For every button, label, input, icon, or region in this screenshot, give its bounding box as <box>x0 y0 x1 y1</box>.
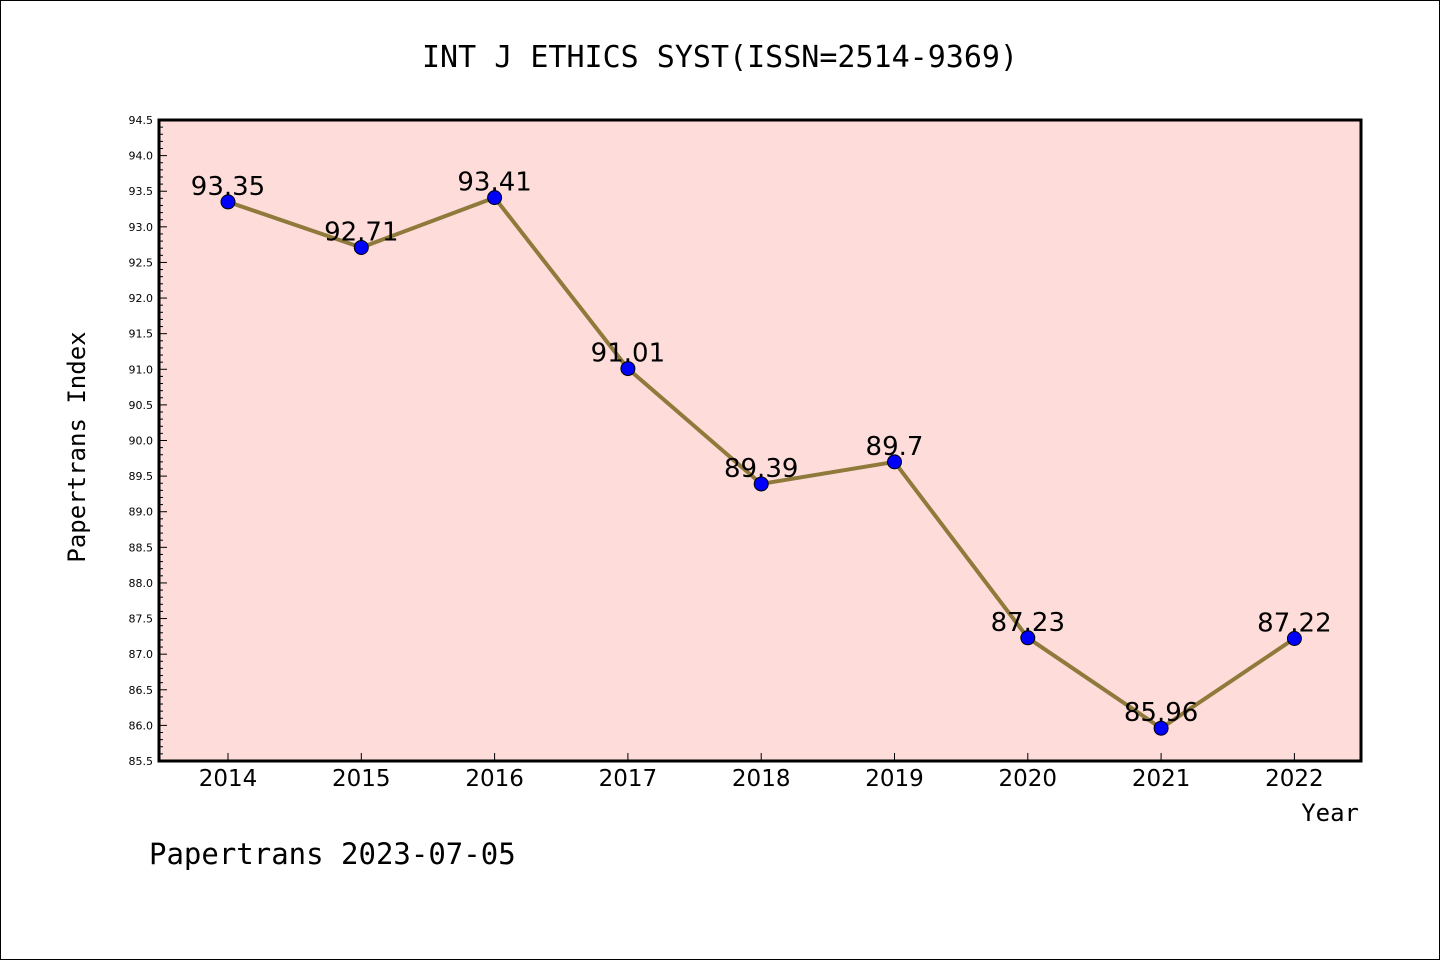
data-label: 89.39 <box>724 454 798 484</box>
x-tick-label: 2016 <box>465 766 524 792</box>
series-markers <box>220 190 1302 736</box>
y-tick-label: 90.0 <box>129 435 154 448</box>
y-tick-label: 94.0 <box>129 150 154 163</box>
data-label: 87.22 <box>1257 608 1331 638</box>
y-tick-label: 93.0 <box>129 221 154 234</box>
data-label: 85.96 <box>1124 698 1198 728</box>
data-point <box>353 239 369 255</box>
x-axis: 2014 2015 2016 2017 2018 2019 2020 2021 2022 <box>199 753 1324 792</box>
x-tick-label: 2020 <box>999 766 1058 792</box>
y-tick-label: 94.5 <box>129 114 154 127</box>
y-tick-label: 91.5 <box>129 328 154 341</box>
y-tick-label: 87.0 <box>129 648 154 661</box>
data-point <box>620 361 636 377</box>
y-tick-label: 93.5 <box>129 185 154 198</box>
data-labels: 93.35 92.71 93.41 91.01 89.39 89.7 87.23 85.96 8… <box>191 168 1332 729</box>
y-axis-title: Papertrans Index <box>63 331 91 562</box>
y-tick-label: 88.5 <box>129 541 154 554</box>
data-label: 92.71 <box>324 217 398 247</box>
data-point <box>887 454 902 470</box>
y-tick-label: 86.0 <box>129 719 154 732</box>
data-point <box>1286 630 1302 646</box>
plot-area <box>157 118 1363 763</box>
y-tick-label: 90.5 <box>129 399 154 412</box>
data-label: 89.7 <box>866 432 924 462</box>
y-tick-label: 92.5 <box>129 256 154 269</box>
y-tick-label: 85.5 <box>129 755 154 768</box>
x-tick-label: 2021 <box>1132 766 1191 792</box>
chart-title: INT J ETHICS SYST(ISSN=2514-9369) <box>422 40 1018 75</box>
y-tick-label: 88.0 <box>129 577 154 590</box>
data-point <box>753 476 769 492</box>
y-tick-label: 91.0 <box>129 363 154 376</box>
y-tick-label: 87.5 <box>129 613 154 626</box>
data-point <box>220 194 236 210</box>
y-tick-label: 92.0 <box>129 292 154 305</box>
x-tick-label: 2017 <box>599 766 658 792</box>
data-point <box>487 190 503 206</box>
x-tick-label: 2019 <box>865 766 924 792</box>
data-label: 91.01 <box>591 339 665 369</box>
y-tick-label: 89.0 <box>129 506 154 519</box>
x-tick-label: 2014 <box>199 766 258 792</box>
footer-text: Papertrans 2023-07-05 <box>149 837 516 871</box>
data-label: 87.23 <box>991 608 1065 638</box>
x-axis-title: Year <box>1301 799 1359 827</box>
x-tick-label: 2018 <box>732 766 791 792</box>
y-tick-label: 89.5 <box>129 470 154 483</box>
data-label: 93.41 <box>457 168 531 198</box>
y-axis: 85.5 86.0 86.5 87.0 87.5 88.0 88.5 89.0 89.5 90.0… <box>129 114 167 768</box>
data-point <box>1153 720 1169 736</box>
data-point <box>1020 630 1036 646</box>
x-tick-label: 2022 <box>1265 766 1324 792</box>
y-tick-label: 86.5 <box>129 684 154 697</box>
data-label: 93.35 <box>191 172 265 202</box>
x-tick-label: 2015 <box>332 766 391 792</box>
